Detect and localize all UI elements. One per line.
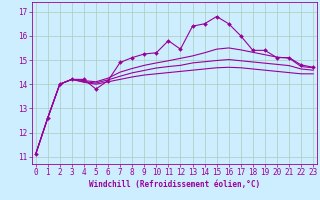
X-axis label: Windchill (Refroidissement éolien,°C): Windchill (Refroidissement éolien,°C) bbox=[89, 180, 260, 189]
